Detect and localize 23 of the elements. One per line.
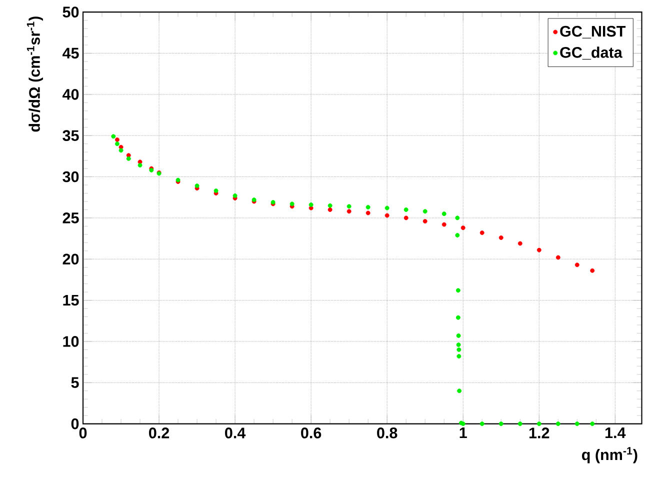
y-tick-label: 35: [62, 130, 79, 142]
x-tick-label: 1.4: [605, 428, 626, 438]
legend-label: GC_NIST: [560, 26, 626, 39]
y-tick-label: 10: [63, 336, 79, 347]
y-tick-label: 45: [62, 48, 79, 59]
x-tick-label: 0.2: [149, 428, 170, 438]
y-tick-label: 40: [62, 89, 79, 100]
x-tick-label: 0.8: [377, 428, 398, 438]
legend-label: GC_data: [560, 46, 622, 60]
y-tick-label: 30: [62, 171, 79, 182]
y-tick-label: 15: [63, 295, 79, 306]
x-tick-label: 0.6: [301, 428, 322, 438]
y-tick-label: 20: [62, 254, 79, 265]
x-tick-label: 0: [79, 428, 87, 438]
x-tick-label: 1: [460, 428, 467, 438]
y-tick-label: 0: [71, 418, 79, 430]
y-tick-label: 5: [71, 377, 79, 388]
y-tick-label: 50: [62, 6, 79, 18]
x-axis-title: q (nm$^{-1}$): [582, 447, 638, 464]
x-tick-label: 1.2: [529, 428, 550, 438]
x-tick-label: 0.4: [225, 428, 246, 438]
y-axis-title: dσ/dΩ (cm$^{-1}$sr$^{-1}$): [26, 16, 43, 132]
y-tick-label: 25: [62, 212, 79, 224]
